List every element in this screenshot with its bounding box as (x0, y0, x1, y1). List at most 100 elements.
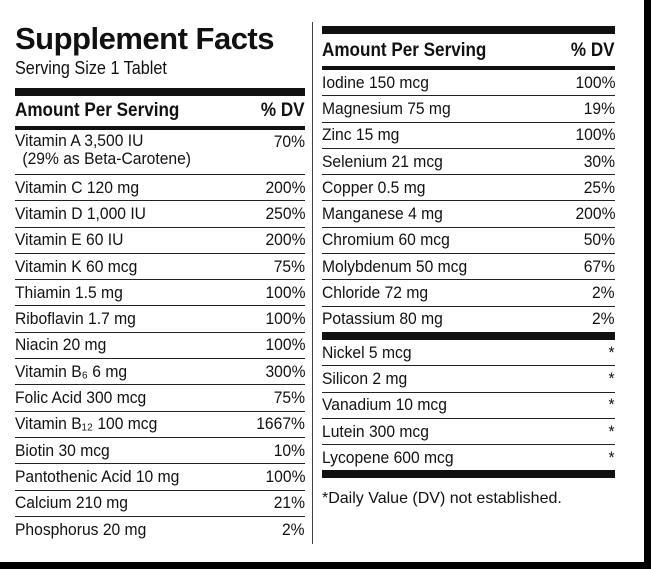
daily-value: 100% (574, 72, 615, 92)
nutrient-name: Vitamin E 60 IU (15, 230, 124, 250)
nutrient-row: Folic Acid 300 mcg 75% (15, 385, 305, 412)
nutrient-name: Vitamin C 120 mg (15, 177, 140, 197)
nutrient-row: Magnesium 75 mg 19% (322, 96, 615, 123)
nutrient-name: Magnesium 75 mg (322, 98, 451, 118)
daily-value: 70% (273, 132, 305, 151)
nutrient-name: Vitamin D 1,000 IU (15, 203, 146, 223)
nutrient-name-box: Vitamin K 60 mcg (15, 256, 138, 276)
nutrient-name: Chromium 60 mcg (322, 230, 450, 250)
left-panel: Supplement Facts Serving Size 1 Tablet A… (15, 22, 305, 542)
nutrient-name-box: Niacin 20 mg (15, 336, 106, 354)
nutrient-row: Vanadium 10 mcg * (322, 393, 615, 419)
nutrient-name: Phosphorus 20 mg (15, 519, 147, 539)
nutrient-name-box: Vitamin B₁₂ 100 mcg (15, 415, 157, 433)
nutrient-name-box: Vanadium 10 mcg (322, 396, 447, 414)
nutrient-name: Vitamin B₆ 6 mg (15, 361, 128, 381)
nutrient-name-box: Vitamin A 3,500 IU (29% as Beta-Carotene) (15, 132, 191, 168)
nutrient-row: Iodine 150 mcg 100% (322, 70, 615, 97)
nutrient-name: Vanadium 10 mcg (322, 395, 447, 415)
nutrient-row: Vitamin B₆ 6 mg 300% (15, 359, 305, 386)
column-separator (312, 22, 313, 544)
nutrient-name: Calcium 210 mg (15, 493, 129, 513)
nutrient-name: Biotin 30 mcg (15, 440, 110, 460)
daily-value: 100% (264, 335, 305, 355)
daily-value: 30% (583, 151, 615, 171)
nutrient-row: Nickel 5 mcg * (322, 340, 615, 367)
nutrient-name-box: Calcium 210 mg (15, 494, 128, 512)
daily-value: 2% (592, 309, 615, 329)
nutrient-name-box: Biotin 30 mcg (15, 440, 110, 460)
nutrient-list: Nickel 5 mcg * Silicon 2 mg * Vanadium 10 mc… (322, 340, 615, 470)
nutrient-name: Zinc 15 mg (322, 125, 400, 145)
header-amount: Amount Per Serving (15, 100, 180, 121)
header: Amount Per Serving % DV (322, 36, 615, 66)
nutrient-name: Niacin 20 mg (15, 335, 107, 355)
title: Supplement Facts (15, 21, 275, 56)
nutrient-row: Vitamin D 1,000 IU 250% (15, 201, 305, 228)
nutrient-row: Potassium 80 mg 2% (322, 307, 615, 332)
divider (322, 470, 615, 479)
daily-value: * (608, 368, 615, 388)
nutrient-name-box: Lutein 300 mcg (322, 421, 429, 441)
daily-value: 67% (583, 256, 615, 276)
nutrient-name-box: Copper 0.5 mg (322, 178, 425, 197)
daily-value: 50% (583, 230, 615, 250)
nutrient-name-box: Phosphorus 20 mg (15, 519, 147, 539)
daily-value: 200% (264, 177, 305, 197)
nutrient-row: Vitamin E 60 IU 200% (15, 228, 305, 254)
daily-value: 10% (273, 440, 305, 460)
nutrient-name: Folic Acid 300 mcg (15, 388, 147, 408)
nutrient-name-box: Potassium 80 mg (322, 310, 443, 328)
daily-value: 19% (583, 98, 615, 118)
nutrient-name-box: Chromium 60 mcg (322, 231, 450, 249)
nutrient-name: Lycopene 600 mcg (322, 447, 454, 467)
nutrient-row: Zinc 15 mg 100% (322, 123, 615, 149)
serving-size: Serving Size 1 Tablet (15, 58, 167, 78)
nutrient-row: Chromium 60 mcg 50% (322, 228, 615, 255)
nutrient-name-box: Vitamin D 1,000 IU (15, 203, 146, 223)
nutrient-name: Chloride 72 mg (322, 283, 429, 303)
daily-value: * (608, 342, 615, 362)
nutrient-row: Manganese 4 mg 200% (322, 201, 615, 228)
nutrient-name: Riboflavin 1.7 mg (15, 309, 136, 329)
nutrient-list: Vitamin A 3,500 IU (29% as Beta-Carotene)… (15, 130, 305, 542)
nutrient-name-box: Magnesium 75 mg (322, 98, 451, 118)
nutrient-name-box: Manganese 4 mg (322, 205, 443, 223)
daily-value: * (608, 395, 615, 415)
nutrient-row: Vitamin A 3,500 IU (29% as Beta-Carotene)… (15, 130, 305, 175)
nutrient-row: Pantothenic Acid 10 mg 100% (15, 464, 305, 491)
nutrient-name-box: Selenium 21 mcg (322, 151, 443, 171)
header-amount: Amount Per Serving (322, 40, 487, 61)
daily-value: 75% (273, 388, 305, 408)
divider (15, 88, 305, 96)
nutrient-name: Thiamin 1.5 mg (15, 282, 123, 302)
nutrient-name-box: Zinc 15 mg (322, 126, 399, 144)
nutrient-name-box: Nickel 5 mcg (322, 343, 412, 362)
nutrient-row: Chloride 72 mg 2% (322, 280, 615, 307)
daily-value: 200% (264, 230, 305, 250)
daily-value: 1667% (256, 414, 305, 434)
daily-value: 100% (264, 282, 305, 302)
nutrient-name-box: Vitamin C 120 mg (15, 177, 140, 197)
daily-value: * (608, 447, 615, 467)
header: Amount Per Serving % DV (15, 96, 305, 126)
nutrient-name: Vitamin B₁₂ 100 mcg (15, 414, 158, 434)
nutrient-name: Manganese 4 mg (322, 204, 443, 224)
nutrient-row: Molybdenum 50 mcg 67% (322, 254, 615, 281)
nutrient-row: Calcium 210 mg 21% (15, 491, 305, 517)
nutrient-row: Copper 0.5 mg 25% (322, 175, 615, 202)
nutrient-name-box: Folic Acid 300 mcg (15, 389, 146, 407)
nutrient-name: Vitamin A 3,500 IU (15, 131, 144, 150)
footnote: *Daily Value (DV) not established. (322, 490, 562, 508)
nutrient-name: Selenium 21 mcg (322, 151, 443, 171)
nutrient-name: Lutein 300 mcg (322, 421, 429, 441)
daily-value: 75% (273, 256, 305, 276)
daily-value: 21% (273, 493, 305, 513)
nutrient-row: Selenium 21 mcg 30% (322, 149, 615, 176)
nutrient-row: Vitamin K 60 mcg 75% (15, 254, 305, 281)
header-dv: % DV (571, 40, 615, 61)
nutrient-name: Vitamin K 60 mcg (15, 256, 138, 276)
divider (322, 26, 615, 34)
nutrient-note: (29% as Beta-Carotene) (22, 149, 192, 168)
daily-value: 200% (574, 204, 615, 224)
